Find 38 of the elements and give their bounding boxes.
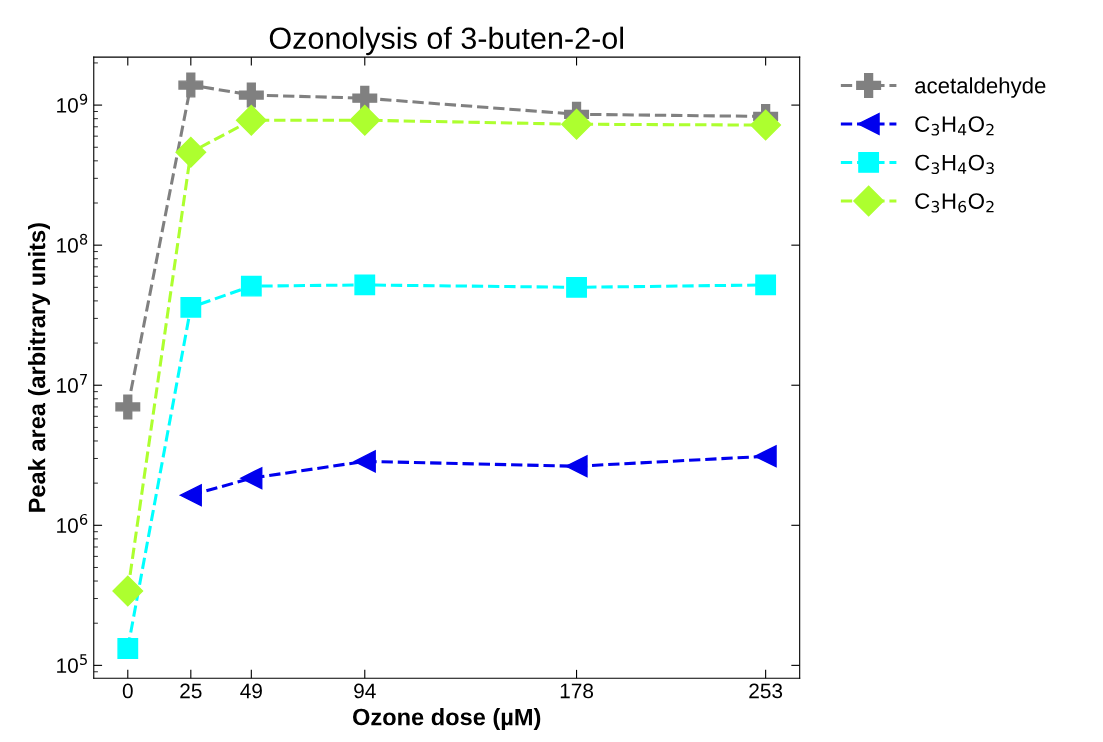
point — [240, 467, 263, 490]
point — [175, 136, 207, 168]
y-tick-label: 10$^{7}$ — [57, 374, 87, 393]
y-tick-label: 10$^{5}$ — [57, 654, 87, 673]
point — [349, 104, 381, 136]
y-tick-label: 10$^{8}$ — [57, 233, 88, 253]
y-tick-label: 10$^{9}$ — [57, 93, 88, 113]
x-tick-label: 94 — [354, 683, 376, 699]
point — [353, 450, 376, 473]
point — [117, 638, 139, 659]
point — [238, 82, 264, 108]
point — [235, 104, 267, 136]
point — [179, 484, 202, 507]
y-tick-label: 10$^{6}$ — [57, 513, 88, 533]
y-axis-title: Peak area (arbitrary units) — [28, 223, 51, 512]
point — [566, 276, 587, 298]
point — [565, 455, 588, 478]
point — [115, 394, 141, 420]
x-tick-label: 0 — [122, 683, 133, 699]
point — [180, 296, 202, 318]
chart-title: Ozonolysis of 3-buten-2-ol — [269, 26, 624, 56]
point — [240, 275, 262, 297]
legend-label: C$_{3}$H$_{4}$O$_{2}$ — [915, 116, 994, 136]
point — [354, 274, 376, 296]
x-tick-label: 178 — [560, 683, 594, 699]
x-tick-label: 49 — [240, 683, 262, 699]
legend-label: C$_{3}$H$_{4}$O$_{3}$ — [915, 154, 994, 175]
point — [112, 575, 144, 607]
x-axis-title: Ozone dose (µM) — [353, 708, 541, 731]
x-tick-label: 253 — [749, 683, 783, 699]
point — [750, 109, 782, 141]
x-tick-label: 25 — [180, 683, 202, 699]
point — [754, 445, 777, 468]
point — [178, 72, 204, 98]
legend-label: acetaldehyde — [915, 77, 1046, 98]
legend-label: C$_{3}$H$_{6}$O$_{2}$ — [915, 193, 994, 213]
point — [755, 274, 777, 296]
point — [561, 108, 592, 140]
